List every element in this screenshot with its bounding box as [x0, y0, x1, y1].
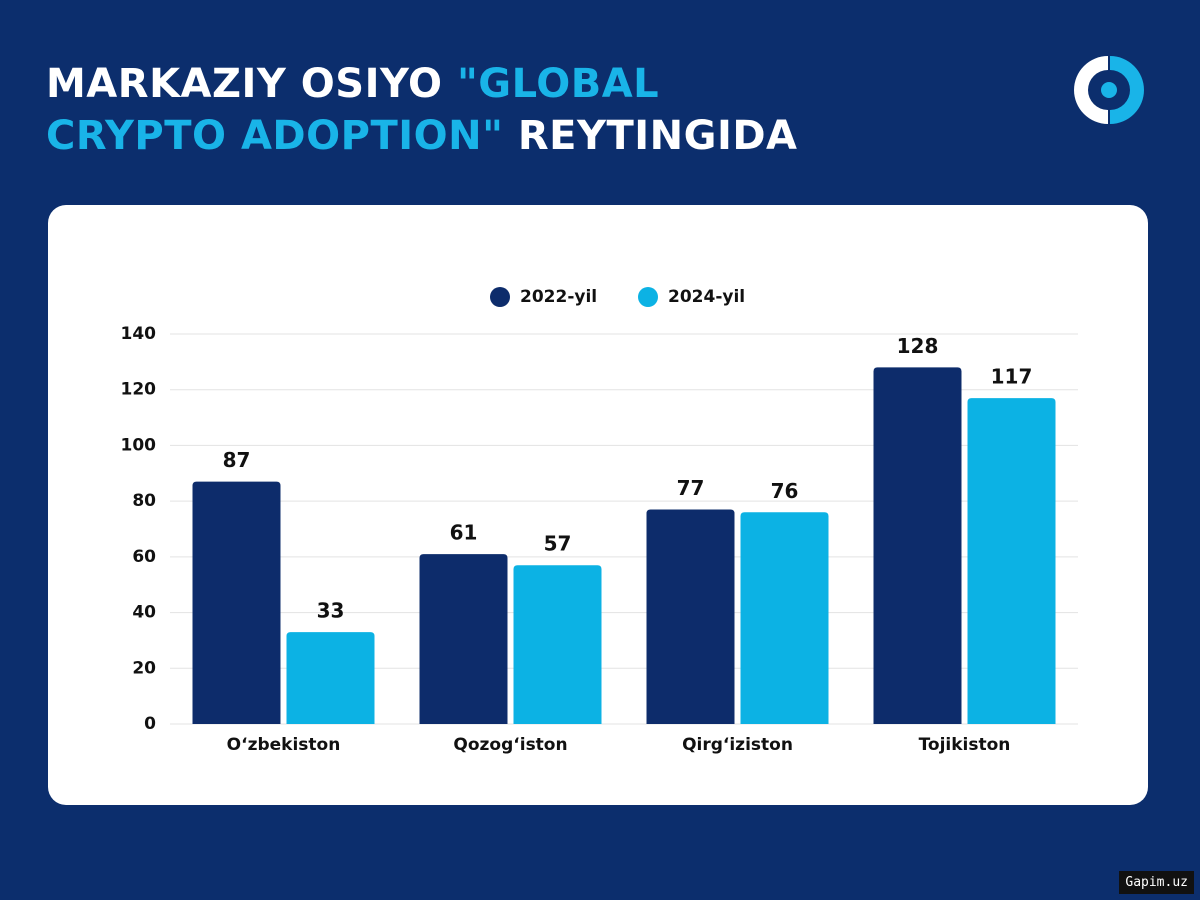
title-part: MARKAZIY OSIYO	[46, 61, 443, 107]
y-tick-label: 120	[121, 380, 157, 400]
value-label: 77	[677, 476, 705, 500]
x-tick-label: Tojikiston	[919, 735, 1011, 755]
watermark: Gapim.uz	[1119, 871, 1194, 894]
value-label: 87	[223, 448, 251, 472]
title-part: REYTINGIDA	[517, 113, 798, 159]
value-label: 117	[991, 365, 1033, 389]
legend-marker	[638, 287, 658, 307]
x-tick-label: O‘zbekiston	[227, 735, 341, 755]
y-tick-label: 100	[121, 435, 157, 455]
title-part: "GLOBAL	[456, 61, 660, 107]
y-tick-label: 0	[144, 714, 156, 734]
y-tick-label: 20	[132, 658, 156, 678]
bar	[740, 512, 829, 724]
y-tick-label: 140	[121, 324, 157, 344]
bar	[967, 398, 1056, 724]
bar	[419, 554, 508, 724]
bar	[873, 367, 962, 724]
y-tick-label: 60	[132, 547, 156, 567]
title-part: CRYPTO ADOPTION"	[46, 113, 504, 159]
bar	[646, 509, 735, 724]
value-label: 61	[450, 521, 478, 545]
legend-label: 2024-yil	[668, 287, 745, 307]
bar	[513, 565, 602, 724]
bar	[192, 481, 281, 724]
x-tick-label: Qirg‘iziston	[682, 735, 793, 755]
value-label: 33	[317, 599, 345, 623]
legend-label: 2022-yil	[520, 287, 597, 307]
value-label: 76	[771, 479, 799, 503]
x-tick-label: Qozog‘iston	[453, 735, 567, 755]
bar	[286, 632, 375, 724]
y-tick-label: 80	[132, 491, 156, 511]
value-label: 128	[897, 334, 939, 358]
title: MARKAZIY OSIYO "GLOBAL CRYPTO ADOPTION" R…	[46, 58, 797, 162]
value-label: 57	[544, 532, 572, 556]
legend-marker	[490, 287, 510, 307]
y-tick-label: 40	[132, 603, 156, 623]
